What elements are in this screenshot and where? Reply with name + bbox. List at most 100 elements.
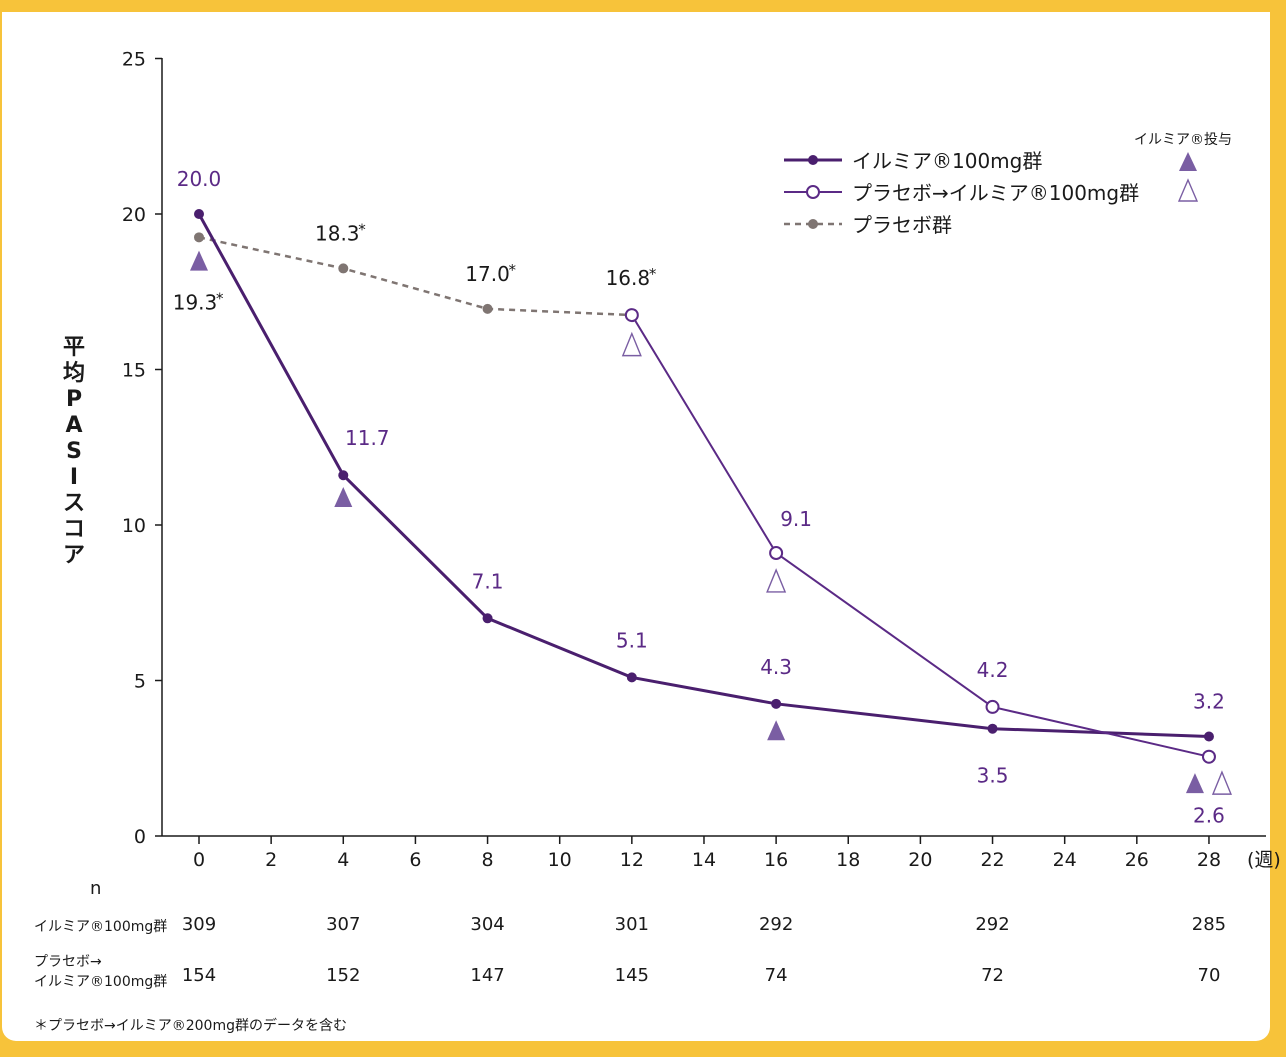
x-tick-label: 0 xyxy=(193,849,205,871)
data-label-placebo: 17.0 xyxy=(465,262,510,286)
series-placebo xyxy=(194,232,637,321)
legend-dose-title: イルミア®投与 xyxy=(1134,132,1232,148)
y-label-char: 平 xyxy=(63,335,85,360)
x-tick-label: 8 xyxy=(482,849,494,871)
filled-triangle-icon xyxy=(334,487,353,508)
legend-marker-switch xyxy=(806,185,820,199)
x-axis-unit: (週) xyxy=(1247,849,1281,871)
n-table: n イルミア®100mg群 プラセボ→ イルミア®100mg群 309 307 30… xyxy=(34,878,1226,990)
n-table-cell: 74 xyxy=(765,965,788,986)
y-label-char: A xyxy=(65,413,82,438)
filled-triangle-icon xyxy=(190,250,208,271)
y-label-char: P xyxy=(66,387,82,412)
data-point-ilumya xyxy=(987,723,998,734)
x-tick-label: 14 xyxy=(692,849,716,871)
legend-label-switch: プラセボ→イルミア®100mg群 xyxy=(852,181,1139,205)
series-line-ilumya xyxy=(197,213,1210,738)
x-tick-label: 20 xyxy=(908,849,932,871)
x-tick-label: 2 xyxy=(265,849,277,871)
chart-panel xyxy=(0,12,1272,1043)
y-ticks: 0 5 10 15 20 25 xyxy=(122,49,162,848)
data-point-placebo xyxy=(338,263,349,274)
n-table-cell: 72 xyxy=(981,965,1004,986)
data-label-ilumya: 4.3 xyxy=(760,655,792,679)
x-tick-label: 18 xyxy=(836,849,860,871)
y-label-char: S xyxy=(66,439,82,464)
series-line-placebo xyxy=(198,236,632,317)
legend-label-placebo: プラセボ群 xyxy=(852,213,952,237)
n-table-cell: 301 xyxy=(615,914,649,935)
data-label-switch: 4.2 xyxy=(977,658,1009,682)
open-triangle-icon xyxy=(621,331,642,357)
dose-markers xyxy=(190,250,1233,795)
y-tick-label: 0 xyxy=(134,826,146,848)
data-label-placebo: 18.3 xyxy=(315,221,360,245)
data-label-placebo: 19.3 xyxy=(173,290,218,314)
data-label-ilumya: 5.1 xyxy=(616,628,648,652)
data-point-ilumya xyxy=(194,209,204,219)
data-point-ilumya xyxy=(482,613,493,624)
data-label-ilumya: 11.7 xyxy=(345,426,390,450)
asterisk-mark: * xyxy=(509,261,517,279)
n-table-cell: 147 xyxy=(470,965,504,986)
y-label-char: コ xyxy=(63,517,85,542)
n-table-cell: 145 xyxy=(615,965,649,986)
x-tick-label: 22 xyxy=(980,849,1004,871)
y-tick-label: 25 xyxy=(122,49,146,71)
y-tick-label: 15 xyxy=(122,360,146,382)
asterisk-mark: * xyxy=(216,289,224,307)
n-row2-label-line2: イルミア®100mg群 xyxy=(34,974,167,990)
y-label-char: ス xyxy=(63,491,85,516)
data-point-ilumya xyxy=(338,470,349,481)
data-point-ilumya xyxy=(626,672,637,683)
data-point-switch xyxy=(985,699,1000,714)
x-tick-label: 6 xyxy=(409,849,421,871)
legend-label-ilumya: イルミア®100mg群 xyxy=(852,149,1042,173)
y-label-char: ア xyxy=(63,543,85,568)
filled-triangle-icon xyxy=(1185,773,1204,794)
data-label-placebo: 16.8 xyxy=(606,266,651,290)
data-point-switch xyxy=(1201,749,1216,764)
data-point-ilumya xyxy=(771,698,782,709)
y-tick-label: 20 xyxy=(122,204,146,226)
data-point-placebo xyxy=(482,303,493,314)
x-tick-label: 28 xyxy=(1197,849,1221,871)
n-table-cell: 152 xyxy=(326,965,360,986)
x-ticks: 0 2 4 6 8 10 12 14 16 18 20 22 24 26 28 xyxy=(193,836,1221,871)
n-table-cell: 292 xyxy=(759,914,793,935)
n-table-cell: 307 xyxy=(326,914,360,935)
asterisk-mark: * xyxy=(358,220,366,238)
data-label-ilumya: 7.1 xyxy=(472,569,504,593)
n-table-cell: 309 xyxy=(182,914,216,935)
open-triangle-icon xyxy=(1211,770,1233,795)
y-tick-label: 5 xyxy=(134,671,146,693)
data-point-switch xyxy=(769,545,784,560)
open-triangle-icon xyxy=(766,568,787,593)
data-label-ilumya: 3.5 xyxy=(977,764,1009,788)
data-label-switch: 9.1 xyxy=(780,507,812,531)
data-labels: 20.011.77.15.14.33.53.29.14.22.619.3*18.… xyxy=(173,167,1225,828)
n-table-cell: 304 xyxy=(470,914,504,935)
data-point-ilumya xyxy=(1203,731,1214,742)
legend: イルミア®投与 イルミア®100mg群 プラセボ→イルミア®100mg群 プラセ… xyxy=(784,132,1232,237)
series-placebo-to-ilumya xyxy=(624,308,1216,764)
n-row1-label: イルミア®100mg群 xyxy=(34,919,167,935)
y-label-char: 均 xyxy=(63,360,85,386)
legend-marker-placebo xyxy=(808,219,818,229)
data-label-ilumya: 3.2 xyxy=(1193,689,1225,713)
n-table-cell: 154 xyxy=(182,965,216,986)
y-tick-label: 10 xyxy=(122,515,146,537)
legend-open-triangle-icon xyxy=(1177,178,1199,202)
header-strip xyxy=(0,0,1286,12)
x-tick-label: 12 xyxy=(620,849,644,871)
y-label-char: I xyxy=(70,465,78,490)
data-label-ilumya: 20.0 xyxy=(177,167,222,191)
x-tick-label: 16 xyxy=(764,849,788,871)
n-table-cell: 70 xyxy=(1198,965,1221,986)
asterisk-mark: * xyxy=(649,265,657,283)
n-table-cell: 292 xyxy=(975,914,1009,935)
footnote: ＊プラセボ→イルミア®200mg群のデータを含む xyxy=(34,1017,347,1034)
x-tick-label: 26 xyxy=(1125,849,1149,871)
